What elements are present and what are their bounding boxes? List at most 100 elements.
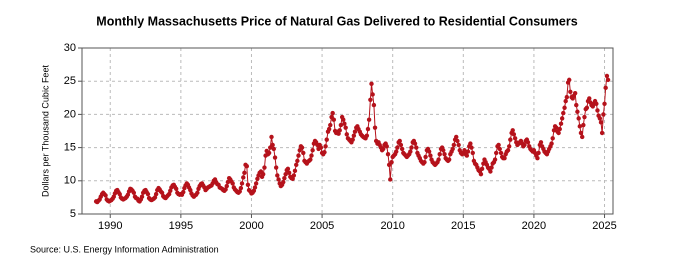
x-tick-label: 1990	[98, 220, 122, 232]
data-point	[604, 73, 610, 79]
data-point	[572, 90, 578, 96]
data-point	[507, 144, 512, 149]
data-point	[469, 145, 474, 150]
data-point	[188, 187, 193, 193]
data-point	[195, 190, 200, 195]
data-point	[368, 97, 373, 102]
data-point	[224, 183, 229, 189]
data-point	[251, 188, 257, 193]
data-point	[587, 96, 592, 101]
data-point	[567, 77, 572, 83]
data-point	[599, 130, 605, 136]
data-point	[489, 165, 494, 170]
data-point	[428, 153, 433, 158]
data-point	[384, 144, 389, 149]
x-tick-label: 2015	[451, 220, 475, 232]
plot-frame	[81, 47, 614, 215]
plot-area	[93, 73, 611, 205]
data-point	[294, 162, 299, 168]
data-point	[272, 155, 278, 160]
data-point	[412, 141, 418, 146]
data-point	[269, 134, 274, 140]
data-point	[559, 116, 565, 121]
chart-title: Monthly Massachusetts Price of Natural G…	[96, 14, 577, 28]
x-tick-label: 2025	[592, 220, 616, 232]
data-point	[498, 150, 504, 156]
data-point	[538, 140, 544, 145]
data-point	[581, 122, 586, 128]
data-point	[576, 116, 581, 121]
data-point	[574, 102, 579, 108]
data-point	[479, 166, 485, 172]
x-tick-label: 2020	[522, 220, 546, 232]
data-point	[273, 165, 279, 170]
data-point	[286, 170, 292, 176]
data-point	[598, 120, 604, 125]
data-point	[397, 138, 402, 144]
data-point	[395, 145, 400, 150]
data-point	[535, 156, 540, 161]
x-tick-label: 2005	[310, 220, 334, 232]
data-point	[414, 145, 419, 150]
data-point	[350, 137, 355, 142]
data-point	[558, 121, 564, 126]
data-point	[111, 194, 116, 199]
data-point	[492, 157, 498, 162]
data-point	[605, 77, 611, 83]
data-point	[584, 105, 590, 110]
data-point	[508, 137, 513, 142]
data-point	[285, 166, 291, 172]
data-point	[255, 176, 260, 182]
data-point	[242, 170, 247, 176]
data-point	[381, 146, 386, 152]
data-point	[385, 152, 391, 157]
data-point	[271, 146, 276, 152]
data-point	[441, 148, 446, 153]
data-point	[125, 192, 131, 197]
data-point	[310, 148, 315, 153]
data-point	[389, 160, 394, 165]
data-point	[522, 142, 527, 148]
data-point	[399, 146, 405, 152]
data-point	[262, 165, 267, 170]
data-point	[603, 85, 608, 91]
y-tick-label: 5	[70, 208, 76, 220]
data-point	[253, 181, 259, 186]
data-point	[139, 194, 145, 199]
x-tick-label: 2010	[380, 220, 404, 232]
data-point	[446, 157, 452, 162]
data-point	[557, 126, 562, 132]
data-point	[464, 153, 470, 158]
data-point	[577, 124, 583, 129]
data-point	[309, 153, 314, 158]
data-point	[394, 149, 399, 154]
data-point	[510, 128, 515, 133]
data-point	[365, 126, 371, 132]
data-point	[166, 191, 172, 197]
data-point	[344, 132, 349, 137]
data-point	[525, 140, 531, 145]
data-point	[330, 110, 335, 116]
data-point	[496, 142, 501, 148]
data-point	[497, 146, 502, 152]
data-point	[561, 110, 566, 116]
data-point	[470, 150, 475, 156]
data-point	[237, 189, 242, 194]
data-point	[131, 190, 137, 195]
data-point	[594, 101, 599, 106]
data-point	[103, 193, 108, 198]
data-point	[244, 163, 250, 169]
data-point	[371, 102, 377, 108]
data-point	[442, 152, 447, 157]
data-point	[468, 141, 473, 146]
data-point	[223, 187, 228, 192]
data-point	[582, 114, 587, 120]
data-point	[601, 112, 606, 117]
data-point	[536, 150, 541, 156]
data-point	[295, 158, 300, 164]
data-point	[450, 146, 455, 152]
data-point	[562, 105, 567, 110]
data-point	[388, 177, 393, 182]
